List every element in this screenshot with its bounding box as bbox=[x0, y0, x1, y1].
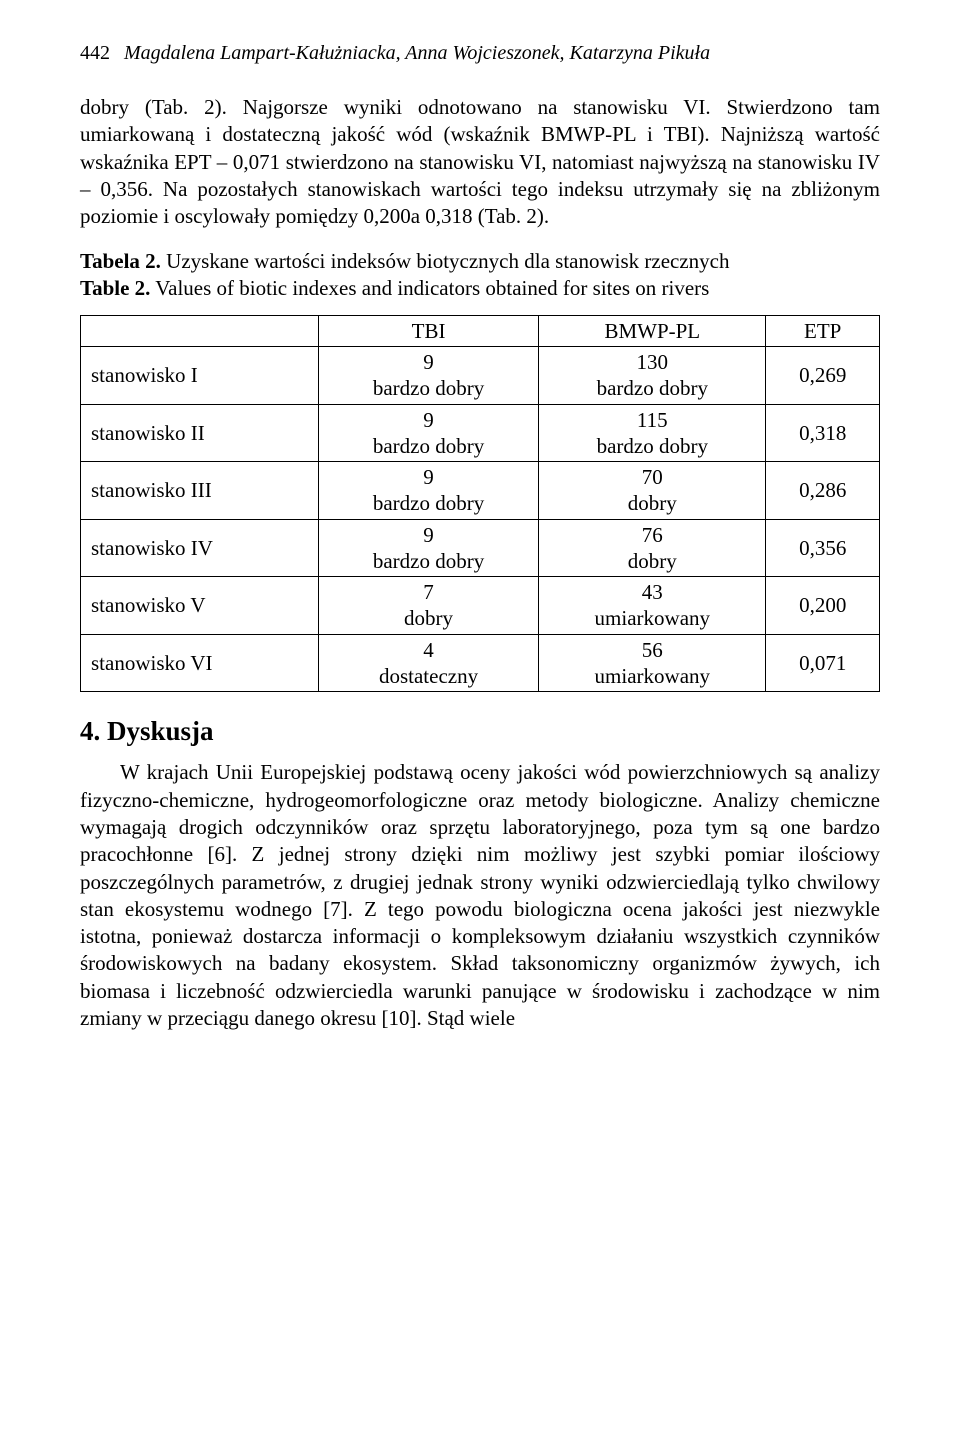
cell-etp: 0,286 bbox=[766, 462, 880, 520]
cell-tbi: 4dostateczny bbox=[318, 634, 538, 692]
row-label: stanowisko III bbox=[81, 462, 319, 520]
cell-tbi: 7dobry bbox=[318, 577, 538, 635]
row-label: stanowisko I bbox=[81, 347, 319, 405]
cell-tbi: 9bardzo dobry bbox=[318, 462, 538, 520]
table-row: stanowisko VI4dostateczny56umiarkowany0,… bbox=[81, 634, 880, 692]
cell-bmwp: 130bardzo dobry bbox=[539, 347, 766, 405]
table-header-bmwp: BMWP-PL bbox=[539, 315, 766, 346]
paragraph-discussion: W krajach Unii Europejskiej podstawą oce… bbox=[80, 759, 880, 1032]
page-header: 442 Magdalena Lampart-Kałużniacka, Anna … bbox=[80, 40, 880, 66]
row-label: stanowisko V bbox=[81, 577, 319, 635]
table-caption: Tabela 2. Uzyskane wartości indeksów bio… bbox=[80, 248, 880, 301]
table-header-row: TBI BMWP-PL ETP bbox=[81, 315, 880, 346]
table-header-tbi: TBI bbox=[318, 315, 538, 346]
cell-bmwp: 43umiarkowany bbox=[539, 577, 766, 635]
cell-bmwp: 76dobry bbox=[539, 519, 766, 577]
cell-etp: 0,356 bbox=[766, 519, 880, 577]
row-label: stanowisko VI bbox=[81, 634, 319, 692]
table-caption-label-pl: Tabela 2. bbox=[80, 249, 161, 273]
paragraph-intro: dobry (Tab. 2). Najgorsze wyniki odnotow… bbox=[80, 94, 880, 230]
cell-etp: 0,200 bbox=[766, 577, 880, 635]
table-header-empty bbox=[81, 315, 319, 346]
cell-tbi: 9bardzo dobry bbox=[318, 404, 538, 462]
cell-etp: 0,071 bbox=[766, 634, 880, 692]
section-heading: 4. Dyskusja bbox=[80, 714, 880, 749]
table-row: stanowisko II9bardzo dobry115bardzo dobr… bbox=[81, 404, 880, 462]
table-row: stanowisko IV9bardzo dobry76dobry0,356 bbox=[81, 519, 880, 577]
table-caption-text-en: Values of biotic indexes and indicators … bbox=[150, 276, 709, 300]
biotic-index-table: TBI BMWP-PL ETP stanowisko I9bardzo dobr… bbox=[80, 315, 880, 692]
table-row: stanowisko V7dobry43umiarkowany0,200 bbox=[81, 577, 880, 635]
cell-etp: 0,269 bbox=[766, 347, 880, 405]
cell-bmwp: 70dobry bbox=[539, 462, 766, 520]
table-caption-text-pl: Uzyskane wartości indeksów biotycznych d… bbox=[161, 249, 730, 273]
table-row: stanowisko III9bardzo dobry70dobry0,286 bbox=[81, 462, 880, 520]
table-caption-label-en: Table 2. bbox=[80, 276, 150, 300]
cell-bmwp: 115bardzo dobry bbox=[539, 404, 766, 462]
row-label: stanowisko IV bbox=[81, 519, 319, 577]
cell-bmwp: 56umiarkowany bbox=[539, 634, 766, 692]
table-header-etp: ETP bbox=[766, 315, 880, 346]
cell-tbi: 9bardzo dobry bbox=[318, 347, 538, 405]
cell-tbi: 9bardzo dobry bbox=[318, 519, 538, 577]
page-authors: Magdalena Lampart-Kałużniacka, Anna Wojc… bbox=[124, 40, 710, 66]
row-label: stanowisko II bbox=[81, 404, 319, 462]
table-row: stanowisko I9bardzo dobry130bardzo dobry… bbox=[81, 347, 880, 405]
page-number: 442 bbox=[80, 40, 110, 66]
cell-etp: 0,318 bbox=[766, 404, 880, 462]
